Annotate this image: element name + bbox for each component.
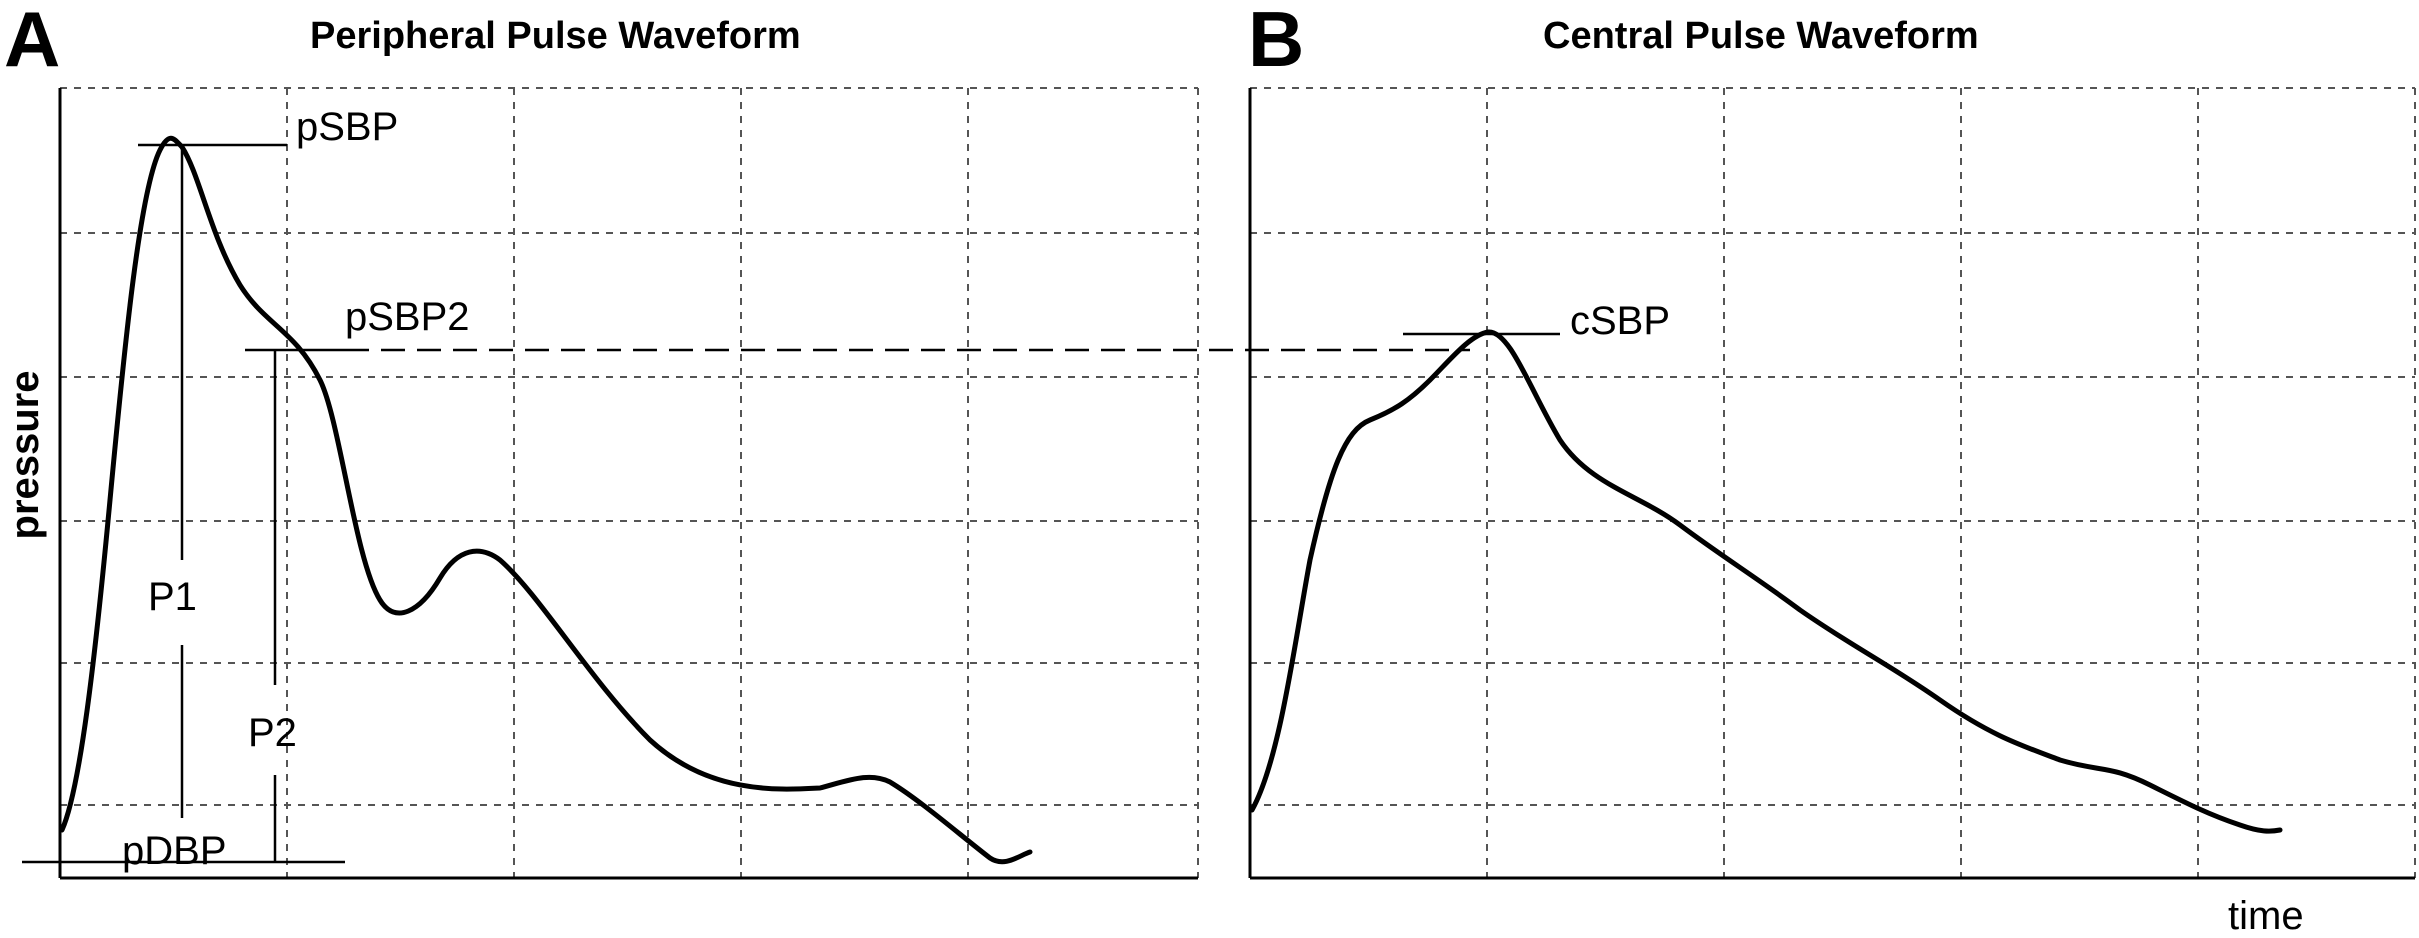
panel-b-axes [1248, 88, 2415, 880]
csbp-label: cSBP [1570, 299, 1670, 343]
panel-b-grid [1250, 87, 2416, 878]
panel-a-letter: A [4, 0, 60, 83]
panel-a-markers [22, 143, 345, 864]
central-waveform [1249, 329, 2283, 834]
panel-a-axes [58, 88, 1198, 880]
panel-b-letter: B [1248, 0, 1304, 83]
pdbp-label: pDBP [122, 829, 227, 873]
panel-a: A Peripheral Pulse Waveform pressure [3, 0, 1199, 880]
x-axis-label: time [2228, 894, 2304, 938]
panel-b-title: Central Pulse Waveform [1543, 15, 1979, 57]
psbp-label: pSBP [296, 105, 398, 149]
peripheral-waveform [59, 135, 1033, 865]
panel-a-title: Peripheral Pulse Waveform [310, 15, 801, 57]
p2-label: P2 [248, 711, 297, 755]
panel-b: B Central Pulse Waveform cSBP time [1248, 0, 2416, 938]
y-axis-label: pressure [3, 371, 47, 540]
p1-label: P1 [148, 575, 197, 619]
psbp2-label: pSBP2 [345, 295, 470, 339]
panel-a-grid [60, 87, 1199, 878]
